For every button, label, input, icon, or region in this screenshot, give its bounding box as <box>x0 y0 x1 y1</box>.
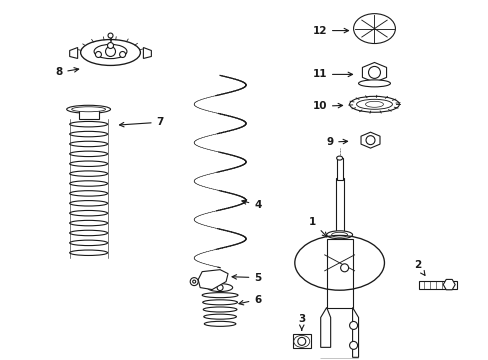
Ellipse shape <box>204 321 235 327</box>
Text: 4: 4 <box>242 200 261 210</box>
Bar <box>335 178 343 235</box>
Bar <box>336 158 342 180</box>
Text: 10: 10 <box>312 101 342 111</box>
Ellipse shape <box>356 99 392 109</box>
Bar <box>292 334 310 348</box>
Ellipse shape <box>69 230 107 236</box>
Circle shape <box>192 280 195 283</box>
Ellipse shape <box>69 240 107 246</box>
Text: 5: 5 <box>232 273 261 283</box>
Polygon shape <box>69 48 78 58</box>
Circle shape <box>366 136 374 145</box>
Ellipse shape <box>69 250 107 256</box>
Ellipse shape <box>69 220 107 226</box>
Text: 8: 8 <box>55 67 79 77</box>
Ellipse shape <box>72 107 105 112</box>
Circle shape <box>349 321 357 329</box>
Polygon shape <box>320 307 330 347</box>
Text: 3: 3 <box>298 314 305 330</box>
Polygon shape <box>362 62 386 82</box>
Ellipse shape <box>69 171 107 176</box>
Polygon shape <box>442 279 454 290</box>
Text: 7: 7 <box>119 117 163 127</box>
Ellipse shape <box>66 105 110 113</box>
Polygon shape <box>143 48 151 58</box>
Polygon shape <box>315 359 363 360</box>
Ellipse shape <box>69 151 107 157</box>
Ellipse shape <box>293 336 309 347</box>
Text: 2: 2 <box>413 260 424 275</box>
Polygon shape <box>352 307 358 357</box>
Ellipse shape <box>331 232 347 237</box>
Circle shape <box>95 51 101 58</box>
Polygon shape <box>198 270 227 289</box>
Circle shape <box>217 285 223 291</box>
Ellipse shape <box>326 231 352 239</box>
Ellipse shape <box>336 156 342 160</box>
Circle shape <box>120 51 125 58</box>
Ellipse shape <box>207 284 232 292</box>
Ellipse shape <box>203 314 236 319</box>
Bar <box>326 239 352 307</box>
Circle shape <box>297 337 305 345</box>
Ellipse shape <box>69 121 107 127</box>
Ellipse shape <box>353 14 395 44</box>
Ellipse shape <box>365 101 383 107</box>
Circle shape <box>107 42 113 49</box>
Ellipse shape <box>202 293 238 298</box>
Ellipse shape <box>69 161 107 166</box>
Bar <box>79 109 99 119</box>
Ellipse shape <box>349 96 399 112</box>
Ellipse shape <box>94 44 127 59</box>
Polygon shape <box>360 132 379 148</box>
Ellipse shape <box>69 191 107 196</box>
Ellipse shape <box>203 300 237 305</box>
Circle shape <box>105 46 115 57</box>
Text: 12: 12 <box>312 26 348 36</box>
Circle shape <box>349 341 357 349</box>
Ellipse shape <box>358 80 389 87</box>
Ellipse shape <box>69 141 107 147</box>
Ellipse shape <box>69 181 107 186</box>
Ellipse shape <box>69 201 107 206</box>
Circle shape <box>340 264 348 272</box>
Text: 1: 1 <box>308 217 326 237</box>
Circle shape <box>368 67 380 78</box>
Text: 9: 9 <box>325 137 347 147</box>
Circle shape <box>190 278 198 285</box>
Circle shape <box>108 33 113 38</box>
Ellipse shape <box>69 131 107 137</box>
Ellipse shape <box>81 40 140 66</box>
Text: 6: 6 <box>239 294 261 305</box>
Ellipse shape <box>69 211 107 216</box>
Text: 11: 11 <box>312 69 352 80</box>
Bar <box>419 280 456 289</box>
Ellipse shape <box>203 307 237 312</box>
